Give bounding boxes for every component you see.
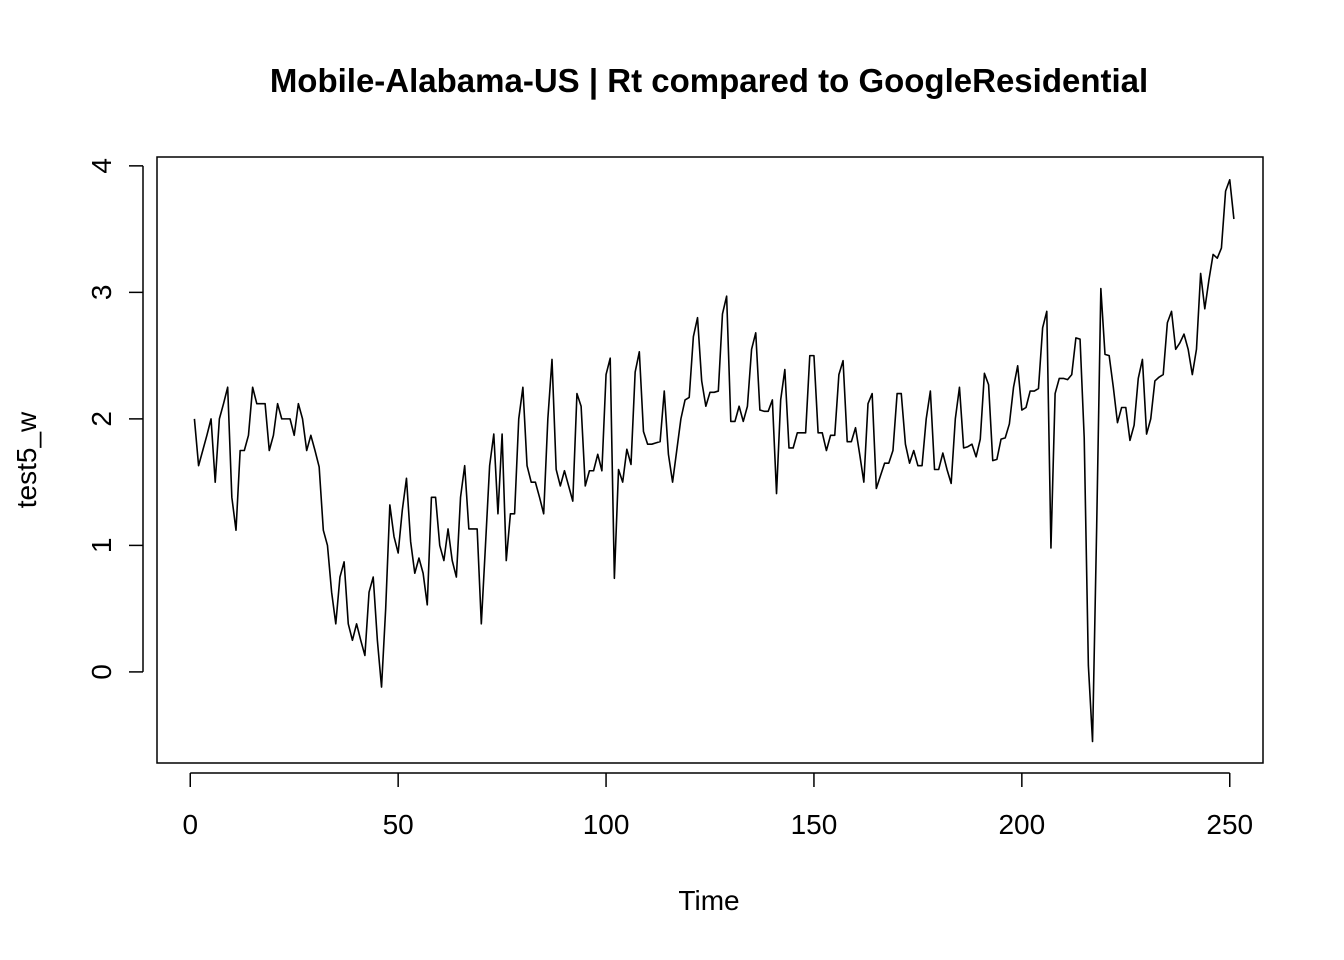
plot-box: [156, 156, 1264, 764]
y-tick-label: 2: [86, 411, 117, 427]
x-tick-label: 100: [583, 809, 630, 840]
x-axis-label: Time: [678, 885, 739, 916]
y-tick-label: 4: [86, 158, 117, 174]
y-tick-label: 3: [86, 285, 117, 301]
y-axis-label: test5_w: [11, 411, 42, 508]
x-tick-label: 0: [182, 809, 198, 840]
x-tick-label: 250: [1206, 809, 1253, 840]
y-axis: 0 1 2 3 4: [86, 158, 144, 680]
x-tick-label: 150: [791, 809, 838, 840]
series-line: [193, 178, 1235, 743]
x-tick-label: 50: [383, 809, 414, 840]
x-axis: 0 50 100 150 200 250: [182, 772, 1253, 840]
y-tick-label: 1: [86, 538, 117, 554]
y-tick-label: 0: [86, 664, 117, 680]
chart-title: Mobile-Alabama-US | Rt compared to Googl…: [270, 62, 1148, 99]
x-tick-label: 200: [998, 809, 1045, 840]
